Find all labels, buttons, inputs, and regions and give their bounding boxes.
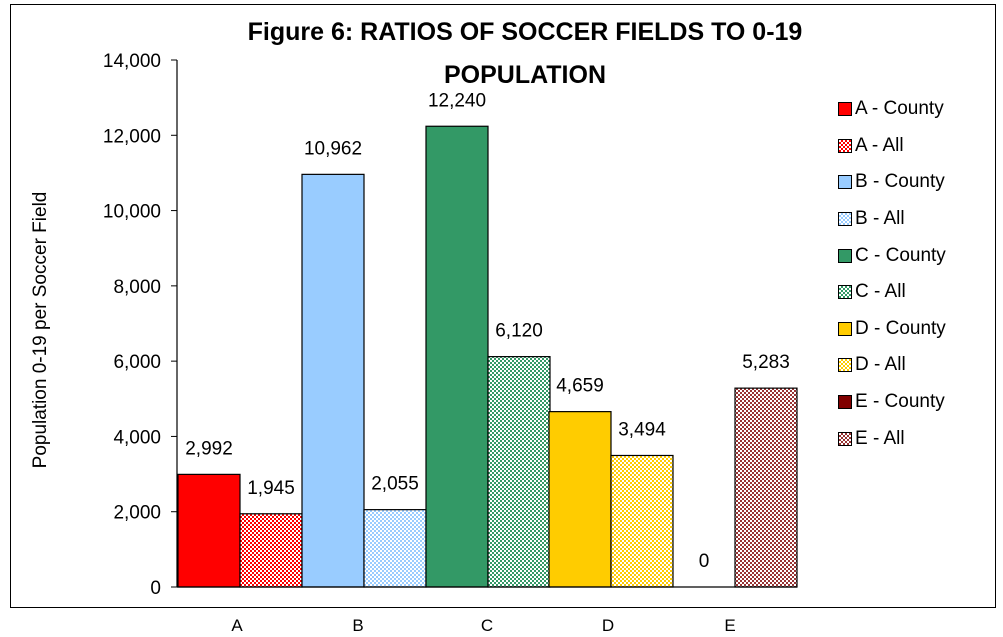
bar-b-all (363, 509, 427, 588)
legend-label: C - All (855, 281, 906, 303)
bar-a-county (177, 473, 241, 588)
legend-item: C - All (838, 274, 946, 311)
legend-label: B - County (855, 171, 945, 193)
legend-item: E - County (838, 384, 946, 421)
y-tick-label: 0 (150, 578, 161, 599)
legend-swatch (838, 175, 852, 190)
bar-a-all (239, 513, 303, 588)
chart-frame (10, 4, 996, 608)
x-category-label: D (602, 616, 614, 635)
data-label: 4,659 (556, 376, 604, 397)
data-label: 12,240 (428, 90, 486, 111)
x-category-label: E (724, 616, 735, 635)
bar-e-all (734, 387, 798, 588)
legend-swatch (838, 212, 852, 227)
bar-b-county (301, 173, 365, 588)
legend-item: C - County (838, 237, 946, 274)
chart-title-line2: POPULATION (444, 61, 606, 89)
legend-label: E - All (855, 427, 905, 449)
data-label: 2,055 (371, 474, 419, 495)
legend-label: D - All (855, 354, 906, 376)
bar-d-county (548, 411, 612, 588)
legend-item: A - All (838, 128, 946, 165)
data-label: 2,992 (185, 438, 233, 459)
legend: A - County A - All B - County B - All C - Co… (838, 91, 946, 457)
legend-label: A - All (855, 134, 904, 156)
bar-c-all (487, 356, 551, 588)
legend-label: E - County (855, 391, 945, 413)
x-category-label: C (481, 616, 493, 635)
y-tick-label: 14,000 (103, 51, 161, 72)
y-tick-label: 10,000 (103, 202, 161, 223)
legend-item: B - County (838, 164, 946, 201)
legend-swatch (838, 395, 852, 410)
data-label: 3,494 (618, 419, 666, 440)
bar-c-county (425, 125, 489, 588)
y-tick-label: 8,000 (113, 277, 161, 298)
legend-swatch (838, 321, 852, 336)
chart-title-line1: Figure 6: RATIOS OF SOCCER FIELDS TO 0-1… (248, 18, 803, 46)
legend-swatch (838, 431, 852, 446)
y-tick-label: 4,000 (113, 427, 161, 448)
legend-label: B - All (855, 208, 905, 230)
bar-d-all (610, 454, 674, 588)
legend-label: A - County (855, 98, 944, 120)
y-tick-label: 6,000 (113, 352, 161, 373)
data-label: 5,283 (742, 352, 790, 373)
legend-swatch (838, 358, 852, 373)
legend-label: C - County (855, 244, 946, 266)
legend-item: A - County (838, 91, 946, 128)
legend-swatch (838, 138, 852, 153)
x-category-label: A (231, 616, 243, 635)
legend-label: D - County (855, 317, 946, 339)
y-tick-label: 12,000 (103, 126, 161, 147)
legend-swatch (838, 285, 852, 300)
legend-swatch (838, 102, 852, 117)
legend-item: E - All (838, 420, 946, 457)
legend-swatch (838, 248, 852, 263)
legend-item: B - All (838, 201, 946, 238)
x-category-label: B (352, 616, 363, 635)
legend-item: D - County (838, 311, 946, 348)
y-axis-label: Population 0-19 per Soccer Field (30, 192, 51, 469)
data-label: 0 (699, 551, 710, 572)
legend-item: D - All (838, 347, 946, 384)
y-tick-label: 2,000 (113, 503, 161, 524)
data-label: 10,962 (304, 138, 362, 159)
data-label: 1,945 (247, 478, 295, 499)
data-label: 6,120 (495, 321, 543, 342)
